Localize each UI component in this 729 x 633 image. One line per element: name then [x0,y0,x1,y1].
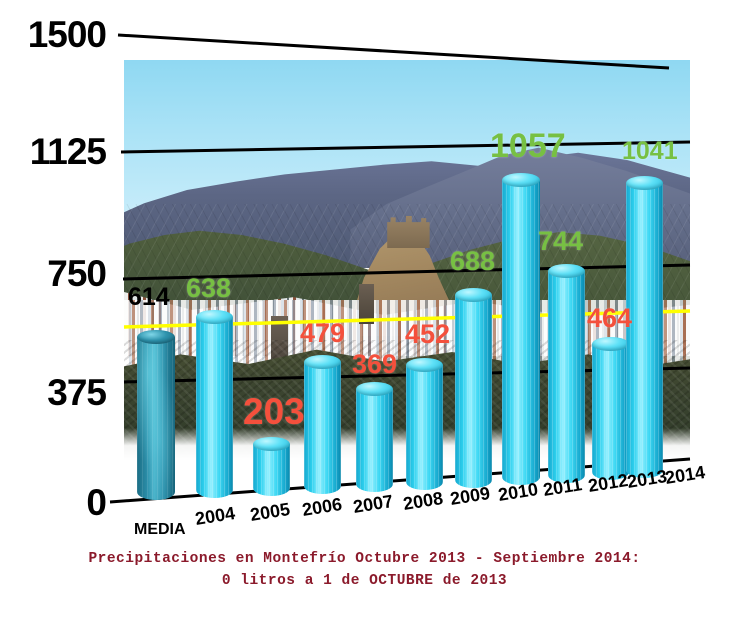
bar-2010[interactable] [502,173,540,485]
bar-cap [455,288,492,302]
value-label-2009: 688 [450,246,496,276]
bar-2009[interactable] [455,288,492,488]
y-axis-tick-0: 0 [86,482,107,523]
bar-cap [137,330,175,344]
bar-cap [304,355,341,369]
bar-body [137,337,175,500]
bar-2012[interactable] [592,337,629,480]
bar-cap [406,358,443,372]
y-axis-tick-1500: 1500 [27,14,107,55]
photo-fortress [387,216,430,248]
bar-body [356,389,393,492]
bar-body [196,317,233,498]
bar-2013[interactable] [626,176,663,478]
bar-2004[interactable] [196,310,233,498]
bar-body [626,183,663,478]
photo-church-tower [271,316,289,364]
bar-cap [502,173,540,187]
bar-2006[interactable] [304,355,341,494]
bar-body [455,295,492,488]
value-label-2012: 464 [587,303,633,333]
bar-body [406,365,443,490]
bar-cap [196,310,233,324]
y-axis-tick-1125: 1125 [29,131,107,172]
bar-body [592,344,629,480]
chart-caption: Precipitaciones en Montefrío Octubre 201… [0,548,729,593]
bar-cap [626,176,663,190]
value-label-2004: 638 [186,273,232,303]
bar-cap [356,382,393,396]
bar-2008[interactable] [406,358,443,490]
caption-line-1: Precipitaciones en Montefrío Octubre 201… [88,551,641,567]
bar-cap [253,437,290,451]
bar-cap [592,337,629,351]
value-label-2006: 479 [300,318,346,348]
value-label-2010: 1057 [490,127,566,165]
y-axis-tick-375: 375 [47,372,107,413]
value-label-2008: 452 [405,319,451,349]
bar-body [502,180,540,485]
bar-2007[interactable] [356,382,393,492]
bar-2005[interactable] [253,437,290,496]
caption-line-2: 0 litros a 1 de OCTUBRE de 2013 [221,573,508,590]
bar-body [253,444,290,496]
value-label-2013: 1041 [622,137,678,165]
bar-cap [548,264,585,278]
bar-body [304,362,341,494]
bar-media[interactable] [137,330,175,500]
x-axis-label-media: MEDIA [134,521,186,538]
bar-2011[interactable] [548,264,585,483]
gridline-1125 [120,140,691,154]
photo-church-tower-2 [358,284,374,324]
value-label-media: 614 [128,283,170,311]
value-label-2011: 744 [538,226,584,256]
value-label-2005: 203 [243,391,305,432]
gridline-1500 [117,33,670,70]
bar-body [548,271,585,483]
y-axis-tick-750: 750 [47,253,107,294]
value-label-2007: 369 [352,349,398,379]
gridline-750 [122,263,691,281]
